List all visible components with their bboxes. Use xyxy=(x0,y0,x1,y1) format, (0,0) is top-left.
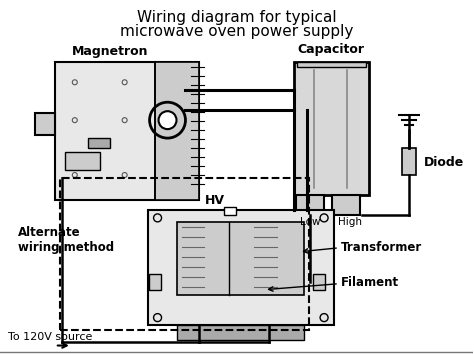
Bar xyxy=(313,274,325,290)
Text: microwave oven power supply: microwave oven power supply xyxy=(119,24,353,39)
Bar xyxy=(60,178,309,329)
Bar xyxy=(55,62,200,200)
Bar xyxy=(294,62,369,195)
Bar xyxy=(88,138,109,148)
Bar xyxy=(148,274,161,290)
Text: Filament: Filament xyxy=(341,276,399,289)
Bar xyxy=(147,210,334,324)
Text: HV: HV xyxy=(204,194,224,207)
Text: Capacitor: Capacitor xyxy=(298,43,365,56)
Bar xyxy=(155,62,200,200)
Circle shape xyxy=(158,111,176,129)
Bar xyxy=(177,324,304,339)
Bar xyxy=(65,152,100,170)
Text: High: High xyxy=(338,217,362,227)
Text: Magnetron: Magnetron xyxy=(72,45,148,58)
Bar xyxy=(297,62,366,67)
Bar xyxy=(332,195,360,215)
Text: Wiring diagram for typical: Wiring diagram for typical xyxy=(137,10,336,26)
Bar xyxy=(177,222,304,295)
Text: Low: Low xyxy=(300,217,320,227)
Bar xyxy=(35,113,55,135)
Text: Diode: Diode xyxy=(424,155,464,169)
Bar xyxy=(296,195,324,215)
Bar xyxy=(224,207,237,215)
Text: To 120V source: To 120V source xyxy=(8,332,92,342)
Text: Alternate
wiring method: Alternate wiring method xyxy=(18,226,114,254)
Bar xyxy=(402,148,416,175)
Text: Transformer: Transformer xyxy=(341,241,422,254)
